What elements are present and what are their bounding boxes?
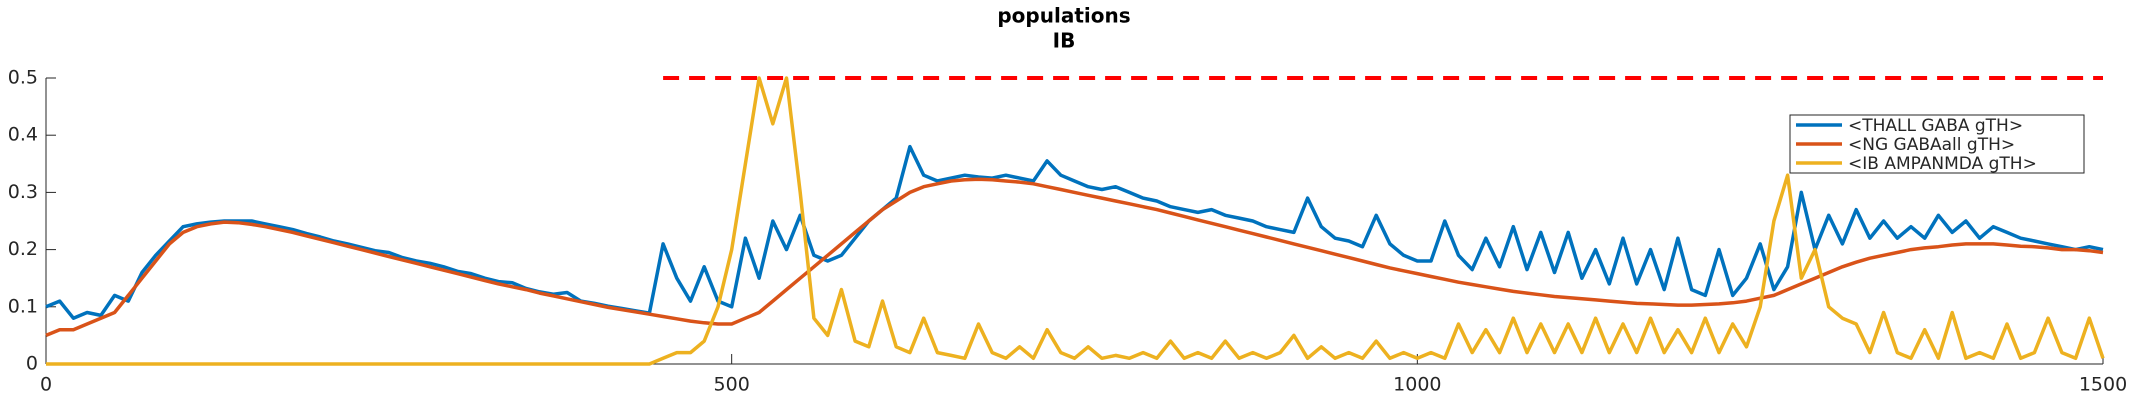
legend-label: <NG GABAall gTH>: [1848, 135, 2015, 155]
legend-label: <THALL GABA gTH>: [1848, 116, 2023, 136]
y-tick-label: 0.4: [8, 124, 38, 146]
series-line: [45, 144, 2104, 320]
y-tick-label: 0: [26, 353, 38, 375]
chart-title: populations: [997, 4, 1130, 28]
y-tick-label: 0.2: [8, 238, 38, 260]
x-tick-label: 500: [714, 374, 750, 396]
chart-subtitle: IB: [1053, 29, 1076, 53]
x-tick-label: 1000: [1393, 374, 1441, 396]
x-tick-label: 1500: [2079, 374, 2127, 396]
y-tick-label: 0.1: [8, 295, 38, 317]
y-tick-label: 0.5: [8, 67, 38, 89]
y-tick-label: 0.3: [8, 181, 38, 203]
series-line: [46, 76, 2105, 366]
legend-label: <IB AMPANMDA gTH>: [1848, 154, 2037, 174]
x-tick-label: 0: [40, 374, 52, 396]
